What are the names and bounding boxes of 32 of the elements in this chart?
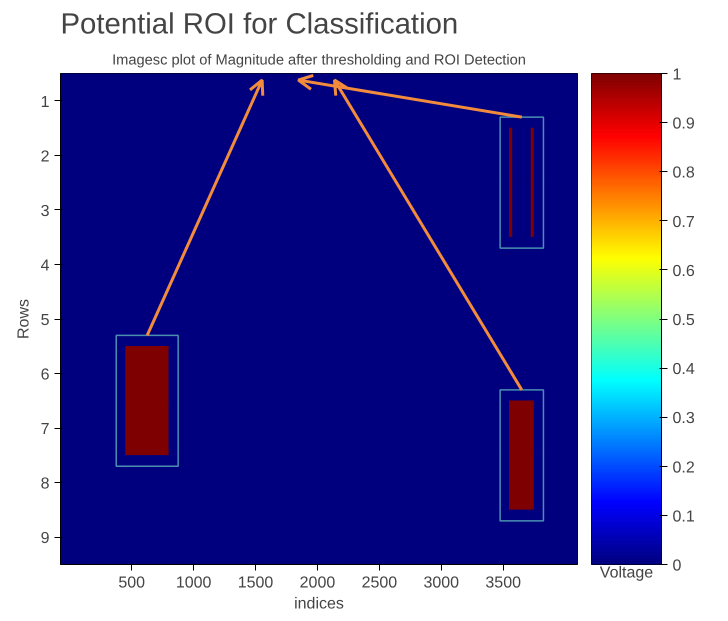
y-axis-title: Rows [16,298,33,340]
y-tick-label: 9 [40,530,50,548]
y-tick-label: 8 [40,476,50,493]
color-bar-label: 0.8 [672,164,695,182]
color-bar-label: 0.1 [672,508,695,526]
x-tick-label: 2500 [362,574,398,592]
y-tick-label: 4 [40,257,50,274]
color-bar-label: 0.2 [672,459,695,476]
y-tick-label: 6 [40,366,50,384]
color-bar-label: 1 [672,66,682,84]
x-tick-label: 500 [118,574,146,592]
x-axis-title: indices [294,596,344,612]
x-tick-label: 3500 [485,574,522,592]
color-bar-title: Voltage [600,564,654,582]
y-tick-label: 3 [40,202,50,220]
y-tick-label: 2 [40,148,50,166]
color-bar-label: 0.4 [672,361,695,378]
y-tick-label: 1 [40,94,50,111]
text: Potential ROI for Classification [60,8,458,40]
x-tick-label: 3000 [423,574,460,592]
color-bar-label: 0.3 [672,410,695,428]
color-bar-label: 0 [672,558,682,574]
color-bar-label: 0.7 [672,214,695,231]
x-tick-label: 1000 [176,574,212,592]
y-tick-label: 5 [40,312,50,329]
x-tick-label: 1500 [238,574,274,592]
x-tick-label: 2000 [300,574,336,592]
chart-title: Imagesc plot of Magnitude after thresholding and ROI Detection [112,52,526,68]
color-bar-label: 0.6 [672,262,695,280]
color-bar-label: 0.9 [672,116,695,133]
color-bar-label: 0.5 [672,312,695,329]
y-tick-label: 7 [40,421,50,438]
